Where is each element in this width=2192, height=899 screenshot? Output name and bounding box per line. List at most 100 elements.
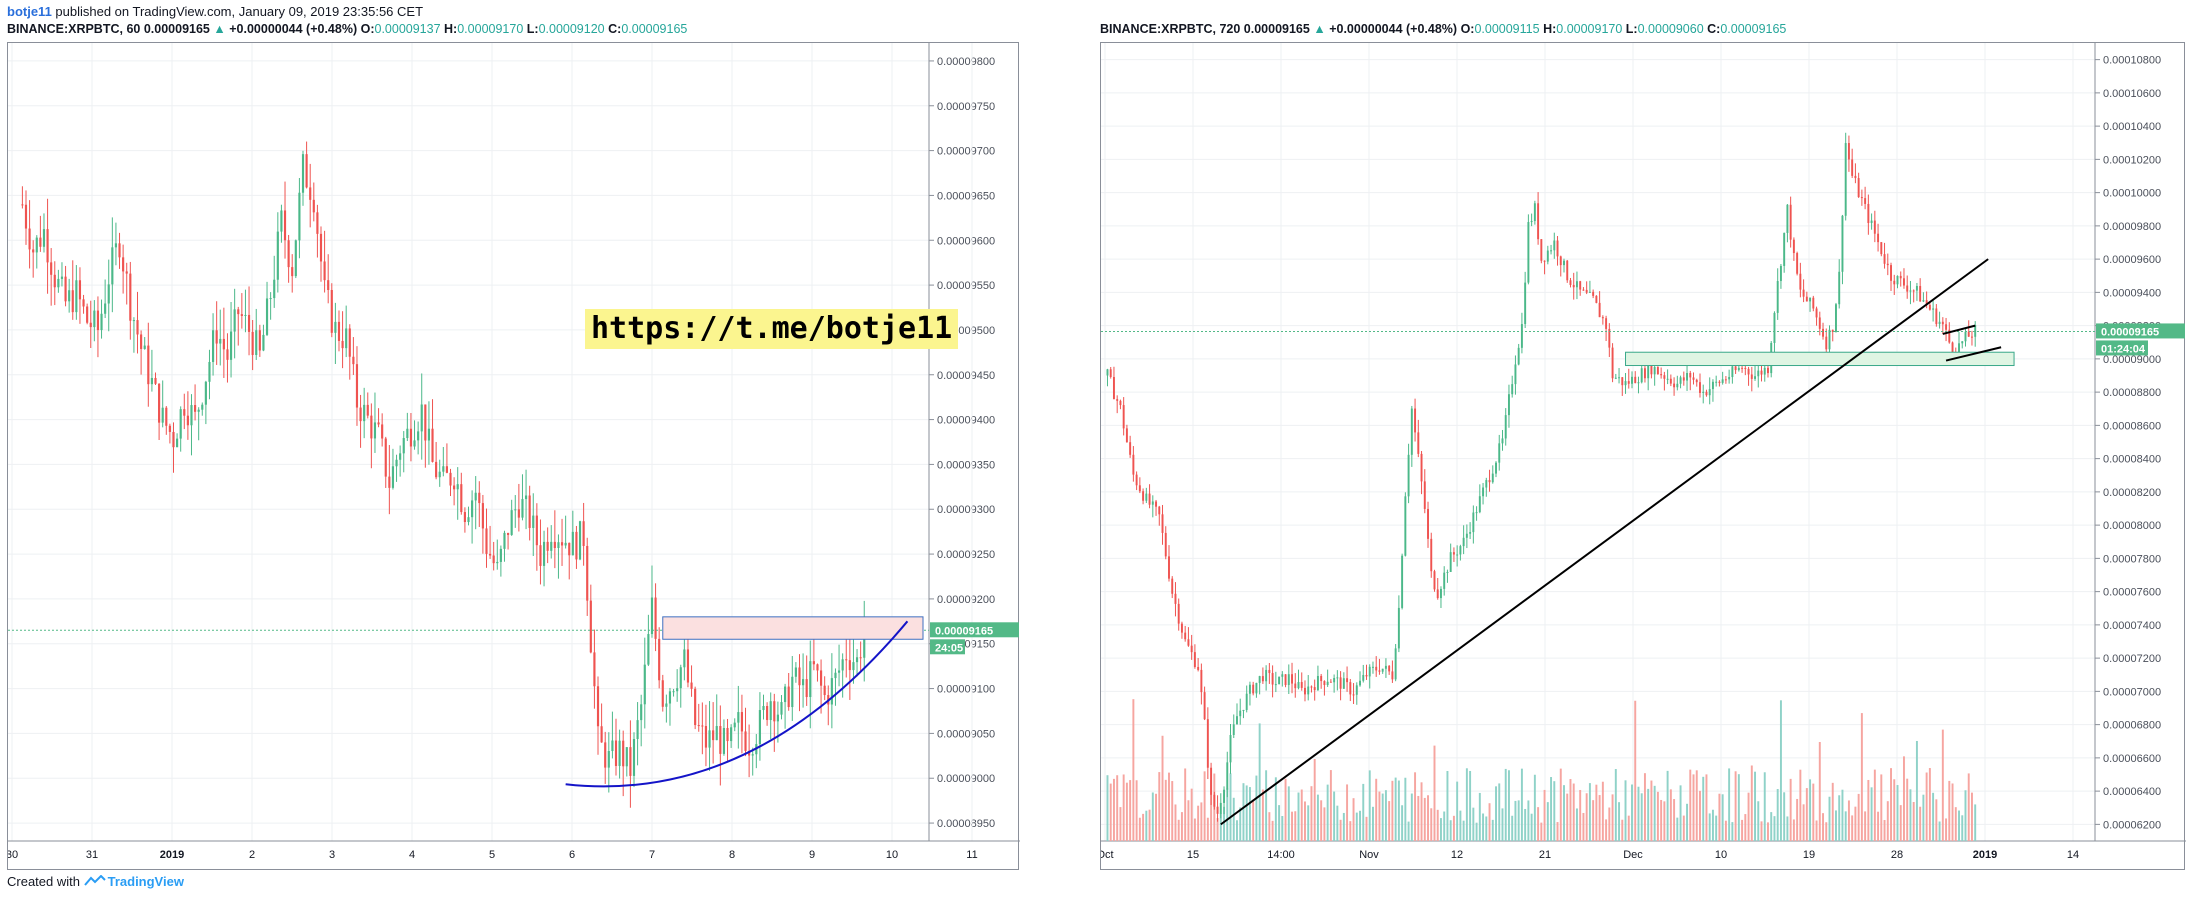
y-tick-label: 0.00009350 <box>937 459 995 471</box>
candle-body <box>327 280 330 290</box>
candle-body <box>1161 514 1164 533</box>
support-zone <box>1625 351 2015 367</box>
chart-12h-svg[interactable]: 0.00006200 0.00006400 0.00006600 0.00006800… <box>1101 43 2186 871</box>
candle-body <box>1634 376 1637 384</box>
x-tick-label: 7 <box>649 849 655 861</box>
candle-body <box>1404 496 1407 556</box>
volume-bar <box>1216 818 1219 841</box>
candle-body <box>1287 674 1290 686</box>
volume-bar <box>1148 809 1151 841</box>
tradingview-brand[interactable]: TradingView <box>107 874 184 889</box>
candle-body <box>582 521 585 546</box>
candle-body <box>71 290 74 313</box>
volume-bar <box>1563 785 1565 841</box>
candle-body <box>1533 203 1536 222</box>
candle-body <box>1148 493 1151 505</box>
candle-body <box>1760 370 1763 375</box>
candle-body <box>1524 282 1527 325</box>
candle-body <box>366 404 369 416</box>
volume-bar <box>1754 771 1757 841</box>
candle-body <box>855 657 859 663</box>
candle-body <box>1174 593 1177 604</box>
volume-bar <box>1877 811 1880 841</box>
volume-bar <box>1582 812 1585 841</box>
candle-body <box>150 377 153 385</box>
candle-body <box>269 298 272 300</box>
volume-bar <box>1631 784 1633 841</box>
candle-body <box>1835 304 1837 332</box>
candle-body <box>604 742 607 768</box>
volume-bar <box>1588 783 1591 841</box>
candle-body <box>1248 684 1251 694</box>
volume-bar <box>1517 800 1520 841</box>
telegram-link-annotation[interactable]: https://t.me/botje11 <box>585 309 959 349</box>
candle-body <box>337 321 341 341</box>
y-tick-label: 0.00009400 <box>2103 287 2161 299</box>
volume-bar <box>1239 807 1242 841</box>
candle-body <box>1427 508 1429 539</box>
volume-bar <box>1682 815 1685 841</box>
chart-pane-12h[interactable]: 0.00006200 0.00006400 0.00006600 0.00006800… <box>1100 42 2186 871</box>
candle-body <box>233 309 236 332</box>
chart-hourly-svg[interactable]: 0.00008950 0.00009000 0.00009050 0.00009100… <box>8 43 1020 871</box>
candle-body <box>1168 556 1170 579</box>
candle-body <box>1414 408 1417 433</box>
volume-bar <box>1744 814 1747 841</box>
long-trendline <box>1220 258 1989 826</box>
candle-body <box>794 667 797 677</box>
volume-bar <box>1653 785 1656 841</box>
y-tick-label: 0.00008800 <box>2103 387 2161 399</box>
candle-body <box>312 199 315 213</box>
author-name[interactable]: botje11 <box>7 4 52 19</box>
volume-bar <box>1864 811 1867 841</box>
candle-body <box>50 262 53 275</box>
volume-bar <box>1430 808 1433 841</box>
candle-body <box>1647 363 1650 379</box>
candle-body <box>859 657 862 659</box>
candle-body <box>1741 367 1744 369</box>
candle-body <box>1711 381 1714 390</box>
candle-body <box>596 686 600 727</box>
right-legend-last: 0.00009165 <box>1243 22 1310 36</box>
volume-bar <box>1673 799 1676 841</box>
candle-body <box>265 298 269 335</box>
candle-body <box>1171 578 1174 594</box>
x-tick-label: 30 <box>8 849 18 861</box>
candle-body <box>363 404 366 422</box>
x-tick-label: Nov <box>1359 849 1379 861</box>
candle-body <box>1702 391 1705 393</box>
candle-body <box>499 548 502 562</box>
candle-body <box>42 229 46 247</box>
volume-bar <box>1880 774 1883 841</box>
candle-body <box>1394 648 1397 680</box>
candle-body <box>1219 802 1222 814</box>
chart-pane-hourly[interactable]: 0.00008950 0.00009000 0.00009050 0.00009100… <box>7 42 1020 871</box>
left-legend-change: +0.00000044 (+0.48%) <box>229 22 358 36</box>
candle-body <box>1265 669 1268 682</box>
volume-bar <box>1909 789 1912 841</box>
candle-body <box>1261 676 1264 682</box>
candle-body <box>1475 512 1478 514</box>
candle-body <box>1873 220 1876 234</box>
volume-bar <box>1507 770 1510 841</box>
candle-body <box>1384 665 1387 669</box>
volume-bar <box>1598 795 1601 841</box>
candle-body <box>1197 666 1200 670</box>
candle-body <box>1941 321 1944 325</box>
candle-body <box>1365 674 1368 677</box>
candle-body <box>837 670 841 673</box>
candle-body <box>1828 329 1831 350</box>
candle-body <box>758 710 761 745</box>
volume-bar <box>1919 806 1922 841</box>
candle-body <box>1640 368 1643 383</box>
footer: Created with TradingView <box>7 874 184 889</box>
volume-bar <box>1362 783 1365 841</box>
candle-body <box>492 555 495 564</box>
candle-body <box>1550 250 1553 252</box>
candle-body <box>1958 343 1960 358</box>
candle-body <box>147 345 150 385</box>
volume-bar <box>1537 807 1540 841</box>
candle-body <box>1737 367 1740 371</box>
candle-body <box>28 228 31 250</box>
y-tick-label: 0.00009800 <box>937 56 995 68</box>
